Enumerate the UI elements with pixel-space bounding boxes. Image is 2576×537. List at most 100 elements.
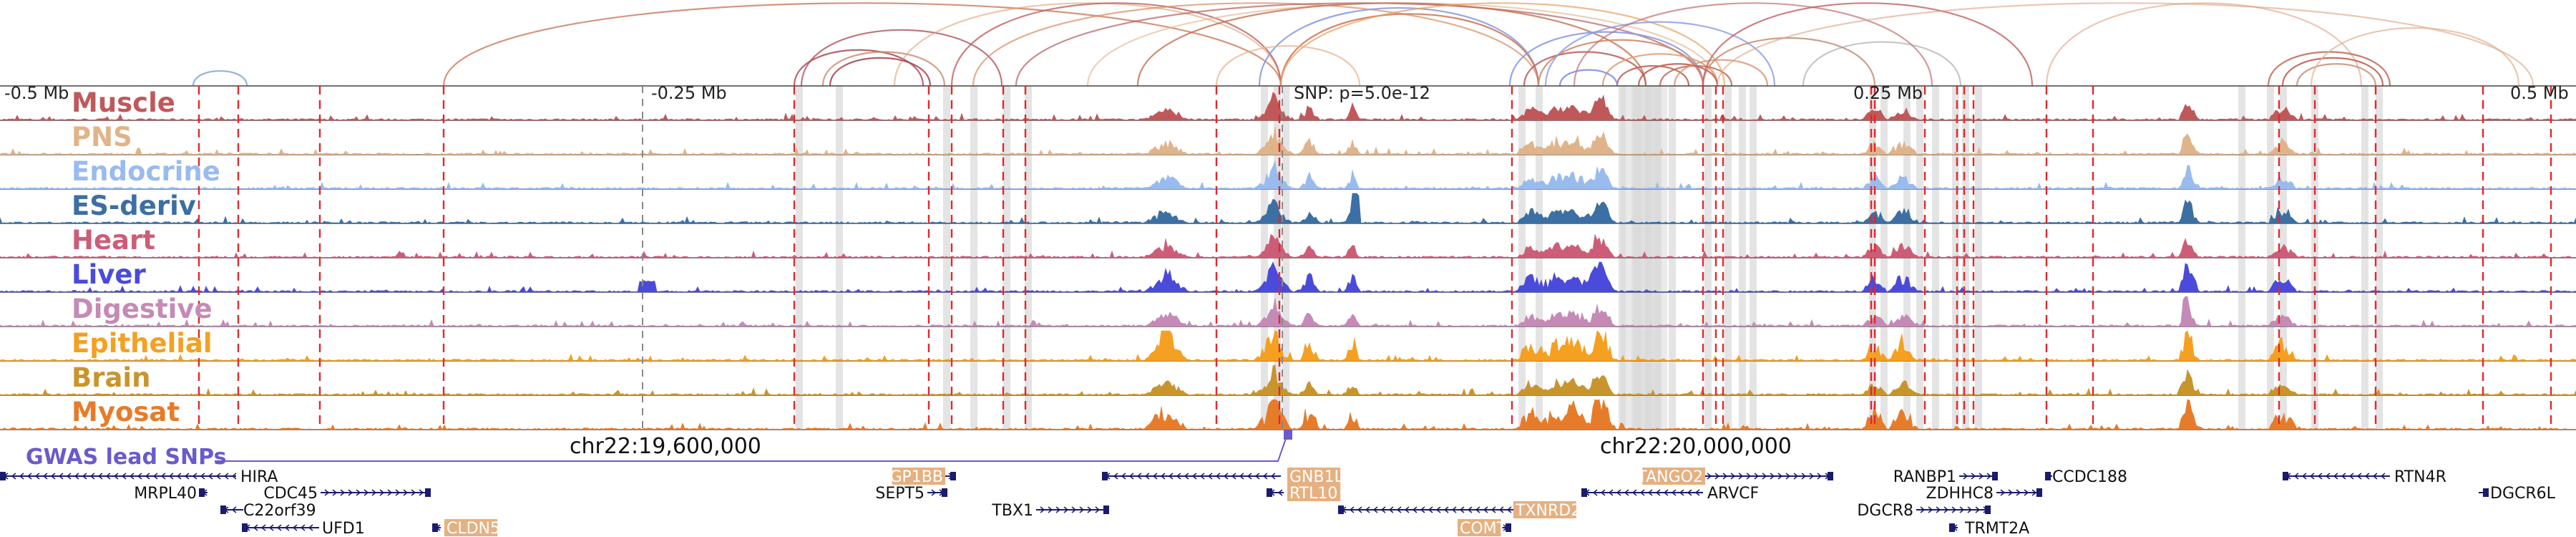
strand-arrow bbox=[1936, 506, 1941, 513]
gene-label: CDC45 bbox=[263, 485, 318, 503]
gene-zdhhc8: ZDHHC8 bbox=[1926, 485, 2042, 503]
strand-arrow bbox=[1624, 489, 1629, 496]
strand-arrow bbox=[160, 473, 166, 480]
track-signal bbox=[0, 193, 2576, 224]
track-signal bbox=[0, 233, 2576, 258]
strand-arrow bbox=[1199, 473, 1205, 480]
gene-exon bbox=[1828, 472, 1833, 480]
loop-arc bbox=[893, 2, 1282, 87]
strand-arrow bbox=[1975, 506, 1981, 513]
loop-arc bbox=[829, 57, 932, 87]
strand-arrow bbox=[97, 473, 103, 480]
genomic-coordinates: chr22:19,600,000 chr22:20,000,000 bbox=[570, 434, 1792, 459]
strand-arrow bbox=[113, 473, 119, 480]
loop-arc bbox=[1601, 53, 1719, 87]
track-muscle bbox=[0, 92, 2576, 121]
strand-arrow bbox=[26, 473, 32, 480]
strand-arrow bbox=[308, 524, 313, 531]
strand-arrow bbox=[1730, 473, 1736, 480]
track-heart bbox=[0, 233, 2576, 258]
track-label: Muscle bbox=[72, 87, 175, 118]
strand-arrow bbox=[1967, 506, 1973, 513]
track-signal bbox=[0, 92, 2576, 121]
gene-exon bbox=[2483, 488, 2489, 497]
strand-arrow bbox=[1223, 473, 1229, 480]
loop-arc bbox=[1523, 51, 1647, 87]
gene-tango2: TANGO2 bbox=[1636, 468, 1833, 486]
gene-label: HIRA bbox=[240, 468, 278, 486]
gene-label: MRPL40 bbox=[134, 485, 197, 503]
gene-exon bbox=[1338, 505, 1344, 514]
gene-gp1bb: GP1BB bbox=[890, 468, 956, 486]
strand-arrow bbox=[2341, 473, 2346, 480]
gene-ranbp1: RANBP1 bbox=[1893, 468, 1998, 486]
strand-arrow bbox=[1372, 506, 1378, 513]
strand-arrow bbox=[419, 489, 424, 496]
strand-arrow bbox=[152, 473, 158, 480]
strand-arrow bbox=[1254, 473, 1260, 480]
axis-range-labels: -0.5 Mb -0.25 Mb 0.25 Mb 0.5 Mb SNP: p=5.0e-… bbox=[4, 83, 2569, 103]
gene-label: TANGO2 bbox=[1636, 468, 1703, 486]
loop-arc bbox=[1802, 41, 1962, 87]
strand-arrow bbox=[1770, 473, 1775, 480]
track-label: Epithelial bbox=[72, 328, 213, 359]
loop-arc bbox=[1279, 13, 1540, 87]
gene-exon bbox=[242, 523, 248, 532]
strand-arrow bbox=[364, 489, 369, 496]
strand-arrow bbox=[268, 524, 274, 531]
gene-exon bbox=[1992, 472, 1998, 480]
strand-arrow bbox=[1428, 506, 1433, 513]
strand-arrow bbox=[1671, 489, 1677, 496]
strand-arrow bbox=[1506, 506, 1512, 513]
strand-arrow bbox=[223, 473, 229, 480]
strand-arrow bbox=[1270, 473, 1276, 480]
gene-c22orf39: C22orf39 bbox=[220, 502, 316, 520]
strand-arrow bbox=[192, 473, 197, 480]
strand-arrow bbox=[1380, 506, 1386, 513]
strand-arrow bbox=[1687, 489, 1692, 496]
gene-comt: COMT bbox=[1458, 519, 1511, 537]
strand-arrow bbox=[215, 473, 221, 480]
strand-arrow bbox=[2016, 489, 2021, 496]
gene-label: DGCR6L bbox=[2490, 485, 2556, 503]
gene-exon bbox=[1267, 488, 1272, 497]
track-endocrine bbox=[0, 160, 2576, 190]
gene-rtl10: RTL10 bbox=[1267, 484, 1341, 503]
strand-arrow bbox=[1365, 506, 1370, 513]
gene-exon bbox=[432, 523, 438, 532]
gwas-label: GWAS lead SNPs bbox=[26, 445, 226, 470]
axis-label-right-end: 0.5 Mb bbox=[2510, 83, 2569, 103]
strand-arrow bbox=[1144, 473, 1150, 480]
gene-highlight-box bbox=[892, 468, 945, 485]
strand-arrow bbox=[168, 473, 174, 480]
strand-arrow bbox=[1079, 506, 1085, 513]
strand-arrow bbox=[1071, 506, 1077, 513]
strand-arrow bbox=[276, 524, 282, 531]
gene-highlight-box bbox=[1287, 468, 1341, 485]
gene-highlight-box bbox=[1458, 519, 1501, 536]
gene-label: RTN4R bbox=[2394, 468, 2446, 486]
strand-arrow bbox=[356, 489, 361, 496]
strand-arrow bbox=[1920, 506, 1926, 513]
snp-position-lines bbox=[197, 86, 2552, 430]
gene-exon bbox=[1506, 523, 1511, 532]
gene-txnrd2: TXNRD2 bbox=[1338, 501, 1581, 520]
track-signal bbox=[0, 296, 2576, 327]
strand-arrow bbox=[1357, 506, 1362, 513]
strand-arrow bbox=[89, 473, 95, 480]
gene-label: GNB1L bbox=[1289, 468, 1344, 486]
gene-label: SEPT5 bbox=[875, 485, 924, 503]
gene-mrpl40: MRPL40 bbox=[134, 485, 208, 503]
strand-arrow bbox=[348, 489, 353, 496]
strand-arrow bbox=[1608, 489, 1614, 496]
strand-arrow bbox=[105, 473, 111, 480]
gene-dgcr8: DGCR8 bbox=[1857, 502, 1991, 520]
track-signal bbox=[0, 261, 2576, 293]
track-label: Digestive bbox=[72, 294, 213, 324]
gene-label: GP1BB bbox=[890, 468, 944, 486]
loop-arc bbox=[1136, 2, 1647, 87]
strand-arrow bbox=[1647, 489, 1653, 496]
track-brain bbox=[0, 364, 2576, 396]
strand-arrow bbox=[324, 489, 330, 496]
